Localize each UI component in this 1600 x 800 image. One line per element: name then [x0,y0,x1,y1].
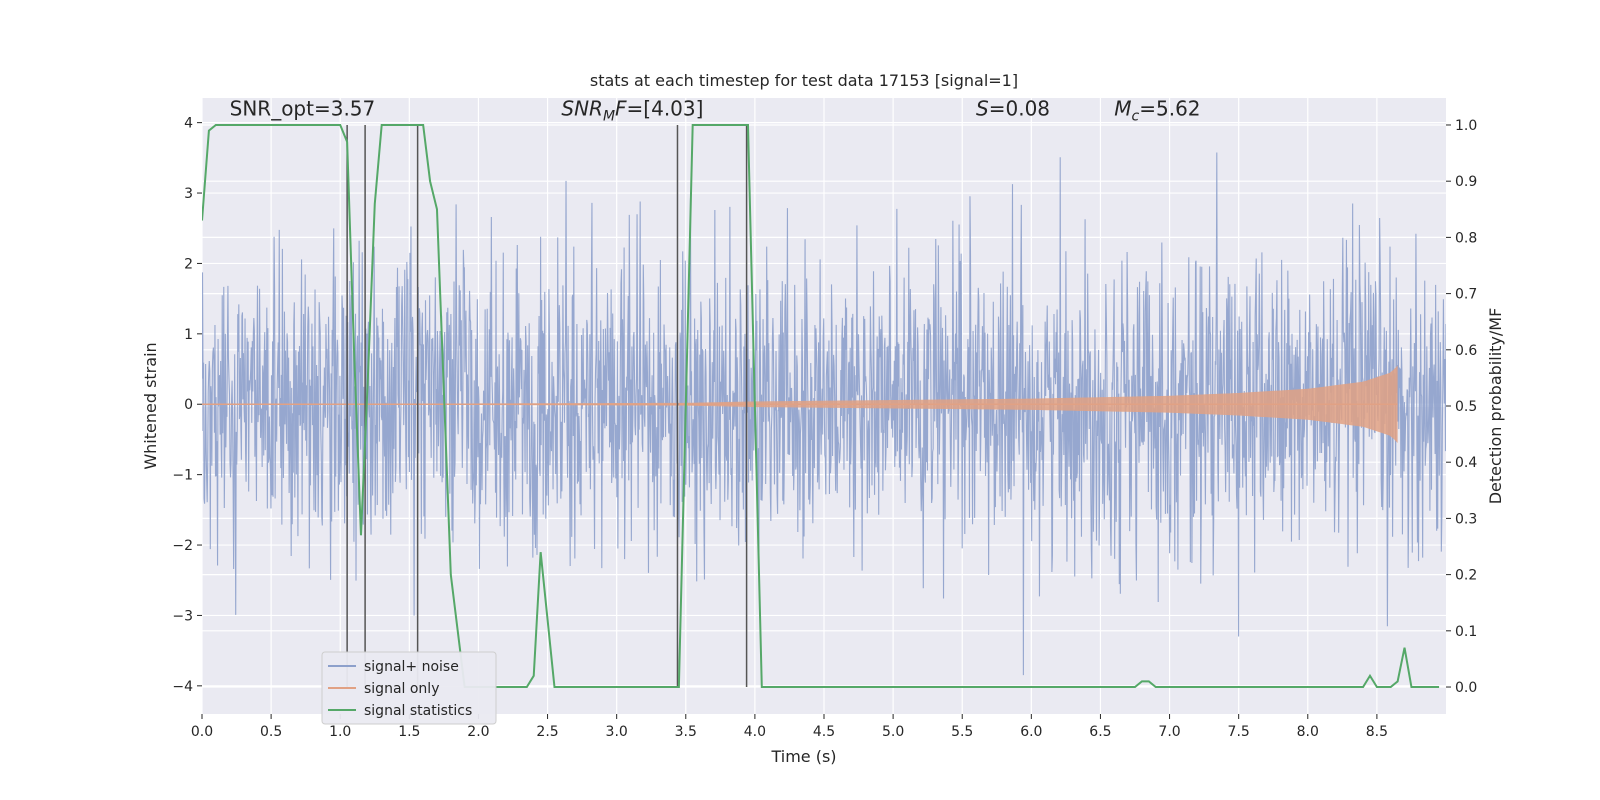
tick-labels: 0.0 0.5 1.0 1.5 2.0 2.5 3.0 3.5 4.0 4.5 5.0 5.5 6.0 6… [172,116,1477,740]
annotations: SNR_opt=3.57 SNRMF=[4.03] S=0.08 Mc=5.62 [230,97,1201,125]
annotation-snr-mf: SNRMF=[4.03] [561,97,703,125]
x-tick-label: 5.5 [951,724,973,740]
x-tick-label: 2.5 [536,724,558,740]
x-tick-label: 1.0 [329,724,351,740]
y-tick-label: −1 [172,468,193,484]
x-tick-label: 7.0 [1158,724,1180,740]
y-tick-label: −4 [172,679,193,695]
x-tick-label: 7.5 [1228,724,1250,740]
annotation-mc-val: Mc=5.62 [1114,97,1200,125]
y-right-tick-label: 0.3 [1455,511,1477,527]
y-right-tick-label: 0.7 [1455,287,1477,303]
legend: signal+ noise signal only signal statistic… [321,651,497,725]
annotation-snr-opt: SNR_opt=3.57 [230,97,376,121]
x-tick-label: 2.0 [467,724,489,740]
y-right-tick-label: 0.9 [1455,174,1477,190]
y-tick-label: −3 [172,608,193,624]
y-right-tick-label: 0.0 [1455,680,1477,696]
plot-area: 0.0 0.5 1.0 1.5 2.0 2.5 3.0 3.5 4.0 4.5 5.0 5.5 6.0 6… [172,97,1477,740]
y-tick-label: −2 [172,538,193,554]
y-axis-right-label: Detection probability/MF [1486,308,1505,505]
y-axis-label: Whitened strain [141,342,160,469]
y-tick-label: 0 [184,397,193,413]
y-tick-label: 4 [184,116,193,132]
x-tick-label: 4.0 [744,724,766,740]
annotation-s-val: S=0.08 [976,97,1050,121]
x-tick-label: 6.0 [1020,724,1042,740]
y-tick-label: 1 [184,327,193,343]
x-axis-label: Time (s) [770,747,836,766]
y-right-tick-label: 0.2 [1455,568,1477,584]
y-right-tick-label: 0.8 [1455,230,1477,246]
legend-box [321,651,497,725]
x-tick-label: 3.0 [606,724,628,740]
x-tick-label: 6.5 [1089,724,1111,740]
y-tick-label: 3 [184,186,193,202]
x-tick-label: 8.5 [1366,724,1388,740]
y-tick-label: 2 [184,256,193,272]
x-tick-label: 1.5 [398,724,420,740]
y-right-tick-label: 0.5 [1455,399,1477,415]
y-right-tick-label: 1.0 [1455,118,1477,134]
x-tick-label: 5.0 [882,724,904,740]
plot-series [202,123,1446,689]
x-tick-label: 0.0 [191,724,213,740]
x-tick-label: 4.5 [813,724,835,740]
y-right-tick-label: 0.1 [1455,624,1477,640]
series-signal-statistics [202,123,1440,689]
y-right-tick-label: 0.6 [1455,343,1477,359]
legend-label: signal+ noise [364,659,459,675]
x-tick-label: 0.5 [260,724,282,740]
y-right-tick-label: 0.4 [1455,455,1477,471]
chart-title: stats at each timestep for test data 171… [590,71,1018,90]
legend-label: signal statistics [364,703,472,719]
legend-label: signal only [364,681,439,697]
x-tick-label: 3.5 [675,724,697,740]
series-signal-noise [202,152,1446,676]
x-tick-label: 8.0 [1297,724,1319,740]
